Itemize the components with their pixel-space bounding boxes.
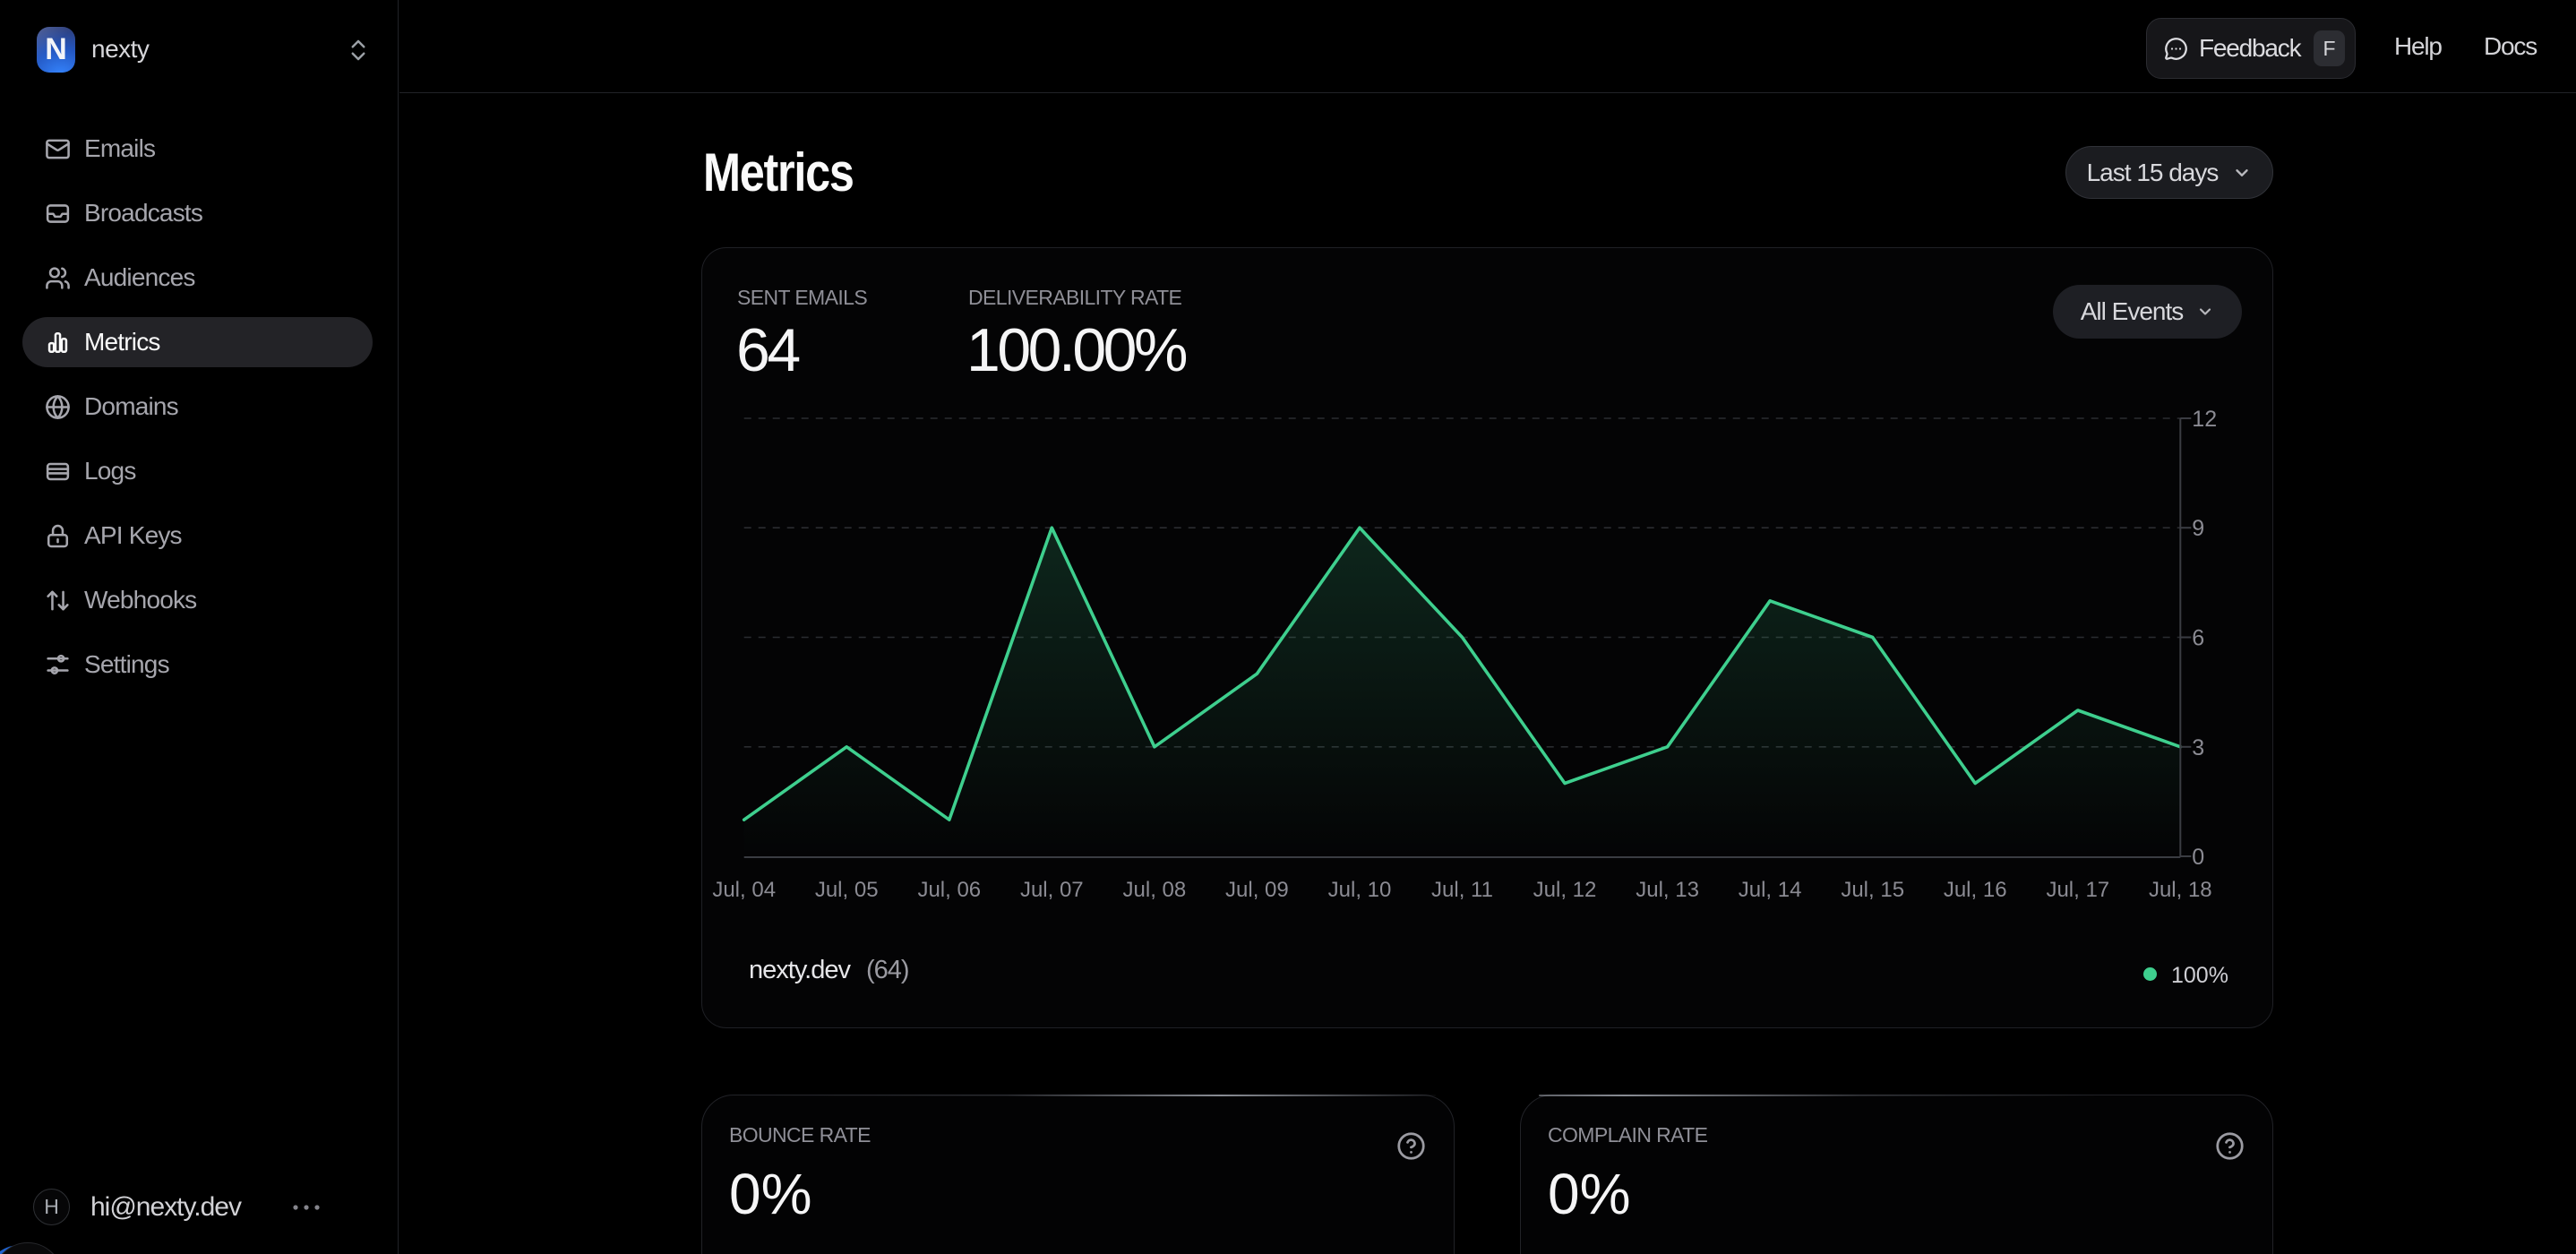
svg-text:3: 3 <box>2192 735 2204 760</box>
svg-text:Jul, 09: Jul, 09 <box>1225 878 1289 902</box>
svg-text:Jul, 10: Jul, 10 <box>1328 878 1392 902</box>
svg-text:12: 12 <box>2192 407 2217 432</box>
svg-text:Jul, 14: Jul, 14 <box>1739 878 1802 902</box>
svg-text:Jul, 06: Jul, 06 <box>917 878 981 902</box>
svg-text:Jul, 15: Jul, 15 <box>1841 878 1904 902</box>
svg-text:Jul, 17: Jul, 17 <box>2046 878 2109 902</box>
svg-text:Jul, 11: Jul, 11 <box>1431 878 1493 902</box>
svg-text:Jul, 08: Jul, 08 <box>1123 878 1187 902</box>
svg-text:0: 0 <box>2192 845 2204 870</box>
svg-text:Jul, 18: Jul, 18 <box>2149 878 2212 902</box>
svg-text:Jul, 07: Jul, 07 <box>1020 878 1084 902</box>
svg-text:Jul, 12: Jul, 12 <box>1533 878 1597 902</box>
svg-text:9: 9 <box>2192 516 2204 541</box>
svg-text:Jul, 13: Jul, 13 <box>1636 878 1699 902</box>
svg-text:Jul, 16: Jul, 16 <box>1944 878 2007 902</box>
svg-text:Jul, 05: Jul, 05 <box>815 878 879 902</box>
svg-text:6: 6 <box>2192 626 2204 651</box>
svg-text:Jul, 04: Jul, 04 <box>712 878 776 902</box>
